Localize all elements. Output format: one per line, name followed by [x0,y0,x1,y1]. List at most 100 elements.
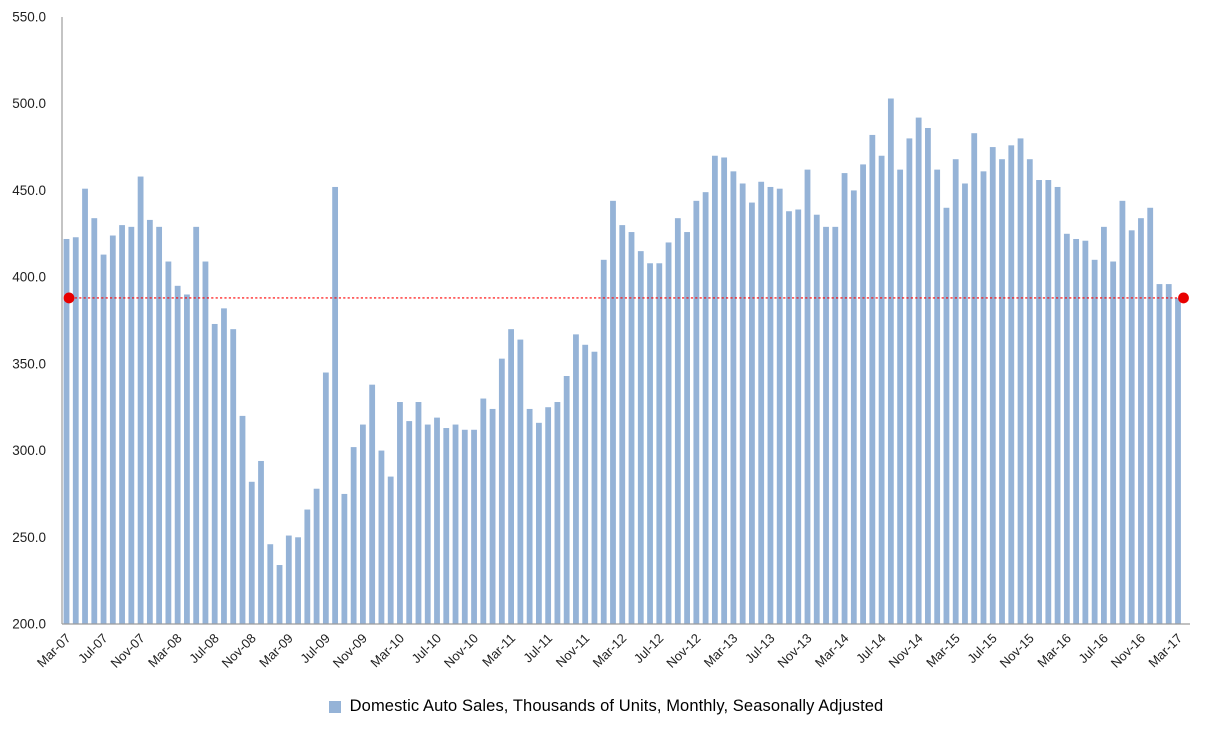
bar [647,263,653,624]
bar [276,565,283,624]
bar [221,308,227,624]
x-axis-label: Jul-10 [408,631,444,667]
bar [1110,261,1117,624]
x-axis-label: Mar-14 [812,631,852,671]
x-axis-label: Nov-08 [219,631,259,671]
bar [480,398,487,624]
x-axis-label: Mar-17 [1145,631,1185,671]
x-axis-label: Nov-11 [553,631,593,671]
legend-label: Domestic Auto Sales, Thousands of Units,… [349,697,884,715]
y-axis-label: 500.0 [12,96,46,111]
bar [341,493,348,624]
bar [619,225,626,625]
bar [267,544,274,624]
bar [628,232,635,625]
x-axis-label: Mar-15 [923,631,963,671]
reference-dot-start [63,292,75,304]
bar [1156,284,1163,624]
x-axis-label: Nov-09 [330,631,370,671]
bar [489,408,496,624]
bar [1073,238,1080,625]
bar [1128,230,1135,624]
y-axis-label: 200.0 [12,617,46,632]
x-axis-label: Mar-08 [145,631,185,671]
bar [739,183,746,625]
bar [693,200,700,624]
bar [128,226,135,624]
x-axis-label: Jul-15 [964,631,1000,667]
reference-dot-end [1178,292,1189,304]
bar [573,334,579,624]
bar [1036,180,1042,624]
bar [1147,207,1154,624]
bar [795,209,802,624]
bar [665,242,672,624]
bar [332,186,339,624]
bar [786,211,792,625]
x-axis-label: Nov-10 [441,631,481,671]
bar [971,133,978,624]
y-axis-label: 450.0 [12,183,46,198]
bar [360,424,366,624]
bar [721,157,728,625]
legend-swatch [328,700,341,713]
bar [1119,200,1126,624]
bar [100,254,107,624]
bar [1082,240,1089,624]
bar [156,226,163,624]
bar [313,488,320,624]
bar [925,127,931,625]
bar [813,214,820,624]
bar [406,421,413,624]
bar [322,372,329,624]
bar [471,429,477,624]
x-axis-label: Mar-10 [367,631,407,671]
bar [443,428,450,624]
bar [897,169,904,624]
bar [906,138,913,624]
bar [193,226,200,624]
bar [887,98,894,624]
bar [1026,159,1033,624]
bar [841,173,848,624]
bar [369,384,376,624]
bar [285,535,292,624]
bar [1101,226,1107,624]
bar [823,226,829,624]
bar [999,159,1005,624]
bar [239,415,246,624]
bar [119,225,125,625]
bar [258,460,264,624]
x-axis-label: Nov-16 [1108,631,1148,671]
bar [758,181,765,624]
bar [610,200,616,624]
bar [962,183,968,625]
bar [554,402,561,624]
x-axis-label: Nov-07 [107,631,147,671]
bar [545,407,552,624]
bar [1091,259,1098,624]
bar [684,232,690,625]
bar [248,481,255,624]
bar [1017,138,1024,624]
bar [415,402,422,624]
x-axis-label: Jul-13 [742,631,778,667]
bar [137,176,144,625]
bar [72,237,79,624]
x-axis-label: Nov-12 [663,631,703,671]
y-axis-label: 550.0 [12,10,46,25]
x-axis-label: Jul-08 [186,631,222,667]
bar [563,376,570,624]
bar [202,261,209,624]
bar [387,476,394,624]
bar [230,329,237,624]
chart-legend: Domestic Auto Sales, Thousands of Units,… [0,697,1212,716]
bar [702,192,709,624]
x-axis-label: Nov-14 [886,631,926,671]
bar [730,171,737,624]
bar [934,169,941,624]
bar [804,169,811,624]
x-axis-label: Jul-11 [520,631,555,666]
